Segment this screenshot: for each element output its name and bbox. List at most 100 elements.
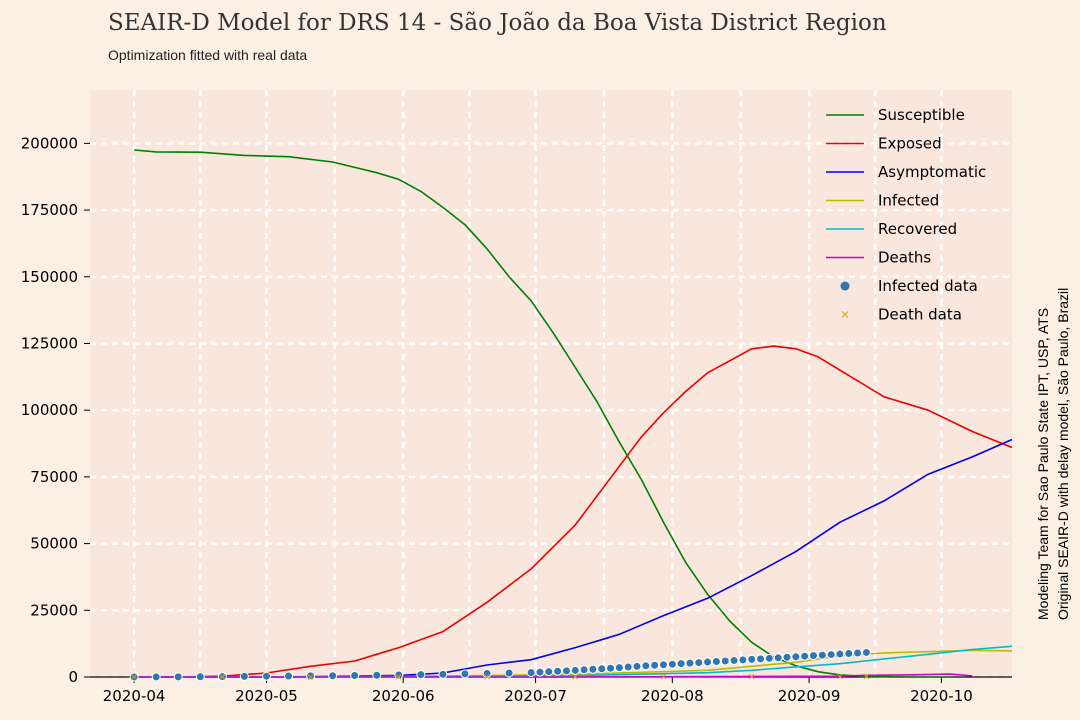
legend-item-asymptomatic: Asymptomatic: [826, 163, 986, 181]
x-tick-label: 2020-08: [641, 687, 704, 705]
death-data-point: [748, 673, 755, 680]
grid: [90, 90, 1012, 679]
legend: Susceptible Exposed Asymptomatic Infected Re…: [826, 106, 986, 324]
infected-data-point: [372, 670, 382, 680]
legend-item-susceptible: Susceptible: [826, 106, 965, 124]
side-note-line-1: Modeling Team for Sao Paulo State IPT, U…: [1035, 308, 1051, 620]
y-tick-label: 125000: [21, 334, 78, 352]
death-data-point: [219, 674, 226, 680]
y-tick-label: 150000: [21, 268, 78, 286]
infected-data-point: [844, 649, 854, 659]
death-data-point: [863, 673, 870, 680]
x-tick-label: 2020-10: [910, 687, 973, 705]
infected-data-point: [482, 669, 492, 679]
y-tick-label: 175000: [21, 201, 78, 219]
infected-data-point: [685, 658, 695, 668]
infected-data-point: [826, 650, 836, 660]
infected-data-point: [747, 654, 757, 664]
infected-data-point: [650, 660, 660, 670]
infected-data-point: [350, 671, 360, 681]
infected-data-point: [658, 660, 668, 670]
infected-data-point: [553, 666, 563, 676]
infected-data-point: [597, 664, 607, 674]
infected-data-point: [614, 663, 624, 673]
y-tick-label: 200000: [21, 134, 78, 152]
death-data-point: [660, 673, 667, 680]
infected-data-point: [817, 650, 827, 660]
infected-data-point: [394, 670, 404, 680]
y-tick-label: 25000: [30, 601, 78, 619]
series-line-asymptomatic: [134, 438, 1013, 678]
infected-data-point: [623, 662, 633, 672]
legend-label: Death data: [878, 306, 962, 324]
series-line-deaths: [134, 673, 973, 678]
infected-data-point: [720, 656, 730, 666]
infected-data-point: [328, 671, 338, 681]
legend-label: Infected: [878, 192, 939, 210]
y-tick-label: 75000: [30, 468, 78, 486]
x-tick-label: 2020-04: [103, 687, 166, 705]
infected-data-point: [195, 672, 205, 682]
infected-data-point: [791, 652, 801, 662]
infected-data-point: [239, 671, 249, 681]
legend-item-infected-data: Infected data: [840, 277, 978, 295]
death-data-point: [484, 673, 490, 680]
y-tick-label: 50000: [30, 535, 78, 553]
axes: 2020-04 2020-05 2020-06 2020-07 2020-08 2020-…: [21, 134, 1012, 705]
legend-item-infected: Infected: [826, 192, 939, 210]
legend-label: Asymptomatic: [878, 163, 986, 181]
infected-data-point: [641, 661, 651, 671]
chart-subtitle: Optimization fitted with real data: [108, 47, 307, 63]
infected-data-point: [526, 667, 536, 677]
infected-data-point: [782, 652, 792, 662]
legend-swatch: [840, 281, 850, 291]
legend-item-recovered: Recovered: [826, 220, 957, 238]
x-tick-label: 2020-06: [372, 687, 435, 705]
legend-item-death-data: Death data: [841, 306, 962, 324]
legend-label: Recovered: [878, 220, 957, 238]
infected-data-point: [853, 648, 863, 658]
infected-data-point: [764, 653, 774, 663]
legend-swatch: [841, 311, 849, 318]
infected-data-point: [667, 659, 677, 669]
x-tick-label: 2020-07: [504, 687, 567, 705]
infected-data-point: [729, 655, 739, 665]
infected-data-point: [711, 657, 721, 667]
infected-data-point: [808, 651, 818, 661]
infected-data-point: [756, 654, 766, 664]
legend-label: Exposed: [878, 135, 942, 153]
infected-data-point: [460, 669, 470, 679]
infected-data-point: [306, 671, 316, 681]
series-line-exposed: [134, 345, 1013, 678]
legend-label: Infected data: [878, 277, 978, 295]
infected-data-point: [579, 665, 589, 675]
infected-data-point: [544, 667, 554, 677]
x-tick-label: 2020-09: [778, 687, 841, 705]
legend-item-deaths: Deaths: [826, 249, 931, 267]
infected-data-point: [800, 651, 810, 661]
infected-data-point: [632, 661, 642, 671]
plot-area: [90, 90, 1012, 677]
death-data-point: [307, 674, 314, 680]
infected-data-point: [535, 667, 545, 677]
infected-data-point: [588, 664, 598, 674]
infected-data-point: [738, 655, 748, 665]
infected-data-point: [261, 671, 271, 681]
legend-item-exposed: Exposed: [826, 135, 942, 153]
infected-data-point: [694, 658, 704, 668]
infected-data-point: [676, 659, 686, 669]
series-line-susceptible: [134, 149, 951, 678]
infected-data-point: [284, 671, 294, 681]
infected-data-point: [438, 669, 448, 679]
death-data-point: [131, 674, 137, 680]
death-data-point: [837, 673, 843, 680]
infected-data-point: [773, 653, 783, 663]
y-tick-label: 0: [68, 668, 78, 686]
infected-data-point: [570, 665, 580, 675]
infected-data-point: [835, 649, 845, 659]
y-tick-label: 100000: [21, 401, 78, 419]
infected-data-point: [416, 670, 426, 680]
infected-data-point: [561, 666, 571, 676]
infected-data-point: [703, 657, 713, 667]
